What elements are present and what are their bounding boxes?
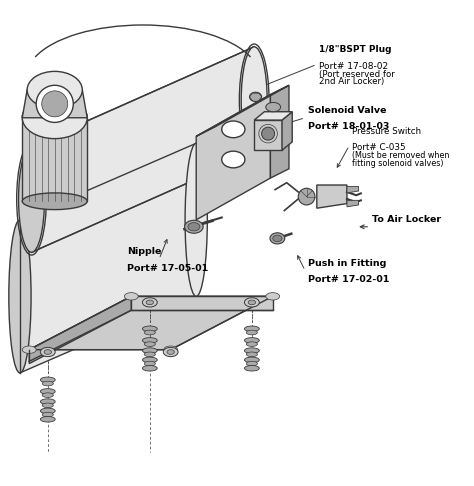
Text: Solenoid Valve: Solenoid Valve [308,105,386,115]
Text: Pressure Switch: Pressure Switch [352,127,421,136]
Polygon shape [20,143,196,373]
Text: (Port reserved for: (Port reserved for [319,70,395,79]
Ellipse shape [40,347,55,357]
Ellipse shape [142,326,157,331]
Ellipse shape [40,408,55,414]
Text: Port# C-035: Port# C-035 [352,143,405,152]
Ellipse shape [184,220,203,233]
Ellipse shape [18,146,45,252]
Ellipse shape [246,330,257,335]
Ellipse shape [185,143,207,296]
Ellipse shape [142,338,157,343]
Text: 1/8"BSPT Plug: 1/8"BSPT Plug [319,45,392,54]
Ellipse shape [248,300,255,305]
Ellipse shape [124,293,138,300]
Polygon shape [29,296,131,364]
Text: Port# 17-02-01: Port# 17-02-01 [308,276,389,284]
Ellipse shape [266,293,280,300]
Text: fitting solenoid valves): fitting solenoid valves) [352,158,443,168]
Ellipse shape [245,338,259,343]
Ellipse shape [246,361,257,366]
Polygon shape [22,118,87,201]
Ellipse shape [270,233,285,244]
Polygon shape [131,296,273,310]
Ellipse shape [42,403,54,408]
Ellipse shape [142,365,157,371]
Ellipse shape [144,342,155,347]
Ellipse shape [262,127,274,140]
Ellipse shape [246,352,257,357]
Ellipse shape [298,188,315,205]
Ellipse shape [188,223,200,231]
Polygon shape [196,85,289,136]
Ellipse shape [246,342,257,347]
Ellipse shape [245,348,259,353]
Ellipse shape [245,326,259,331]
Ellipse shape [22,346,36,353]
Ellipse shape [42,381,54,386]
Ellipse shape [40,389,55,394]
Ellipse shape [266,103,281,112]
Ellipse shape [142,348,157,353]
Ellipse shape [164,346,178,353]
Ellipse shape [44,350,52,354]
Ellipse shape [27,71,82,108]
Ellipse shape [40,417,55,422]
Ellipse shape [249,92,262,102]
Polygon shape [254,112,292,120]
Ellipse shape [167,350,174,354]
Polygon shape [254,120,282,150]
Ellipse shape [245,365,259,371]
Ellipse shape [142,357,157,363]
Polygon shape [196,95,271,220]
Ellipse shape [144,352,155,357]
Ellipse shape [40,399,55,404]
Text: 2nd Air Locker): 2nd Air Locker) [319,77,384,87]
Ellipse shape [144,330,155,335]
Ellipse shape [222,121,245,138]
Polygon shape [347,200,358,207]
Ellipse shape [22,97,87,139]
Ellipse shape [42,393,54,398]
Ellipse shape [144,361,155,366]
Ellipse shape [42,91,68,117]
Text: Port# 17-05-01: Port# 17-05-01 [127,264,208,273]
Polygon shape [29,296,273,350]
Polygon shape [317,185,347,208]
Ellipse shape [245,357,259,363]
Ellipse shape [40,377,55,382]
Text: Port# 17-08-02: Port# 17-08-02 [319,62,388,70]
Text: (Must be removed when: (Must be removed when [352,151,449,160]
Ellipse shape [222,151,245,168]
Polygon shape [282,112,292,150]
Polygon shape [22,90,87,118]
Polygon shape [271,85,289,178]
Ellipse shape [42,412,54,417]
Ellipse shape [241,47,267,154]
Ellipse shape [273,235,282,242]
Text: Nipple: Nipple [127,247,161,256]
Text: To Air Locker: To Air Locker [373,215,442,225]
Text: Port# 18-01-03: Port# 18-01-03 [308,122,389,131]
Text: Push in Fitting: Push in Fitting [308,259,386,268]
Ellipse shape [142,298,157,307]
Ellipse shape [22,193,87,209]
Polygon shape [347,187,358,193]
Ellipse shape [163,347,178,357]
Ellipse shape [146,300,154,305]
Ellipse shape [245,298,259,307]
Ellipse shape [36,85,73,122]
Polygon shape [32,47,254,252]
Ellipse shape [9,220,31,373]
